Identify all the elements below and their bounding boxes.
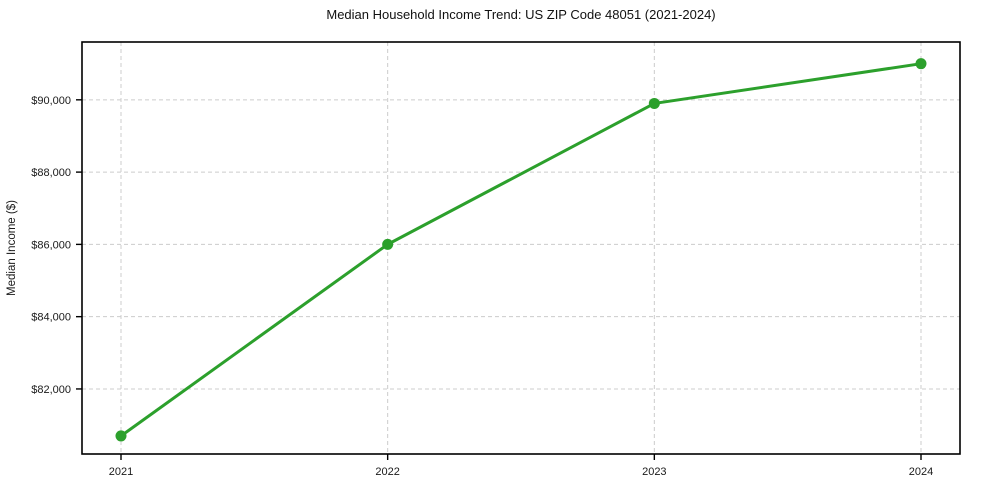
y-tick-label: $84,000 xyxy=(31,312,71,324)
data-point xyxy=(115,430,127,442)
data-point xyxy=(915,58,927,70)
y-tick-label: $86,000 xyxy=(31,239,71,251)
data-point xyxy=(382,238,394,250)
trend-line xyxy=(119,62,923,438)
y-tick-label: $82,000 xyxy=(31,384,71,396)
x-tick-label: 2024 xyxy=(909,466,933,478)
y-tick-label: $90,000 xyxy=(31,95,71,107)
x-tick-label: 2022 xyxy=(375,466,399,478)
data-point xyxy=(648,97,660,109)
y-tick-label: $88,000 xyxy=(31,167,71,179)
y-axis-label: Median Income ($) xyxy=(6,200,18,296)
chart-title: Median Household Income Trend: US ZIP Co… xyxy=(326,7,716,22)
x-tick-label: 2021 xyxy=(109,466,133,478)
x-tick-label: 2023 xyxy=(642,466,666,478)
plot-border xyxy=(81,41,961,455)
